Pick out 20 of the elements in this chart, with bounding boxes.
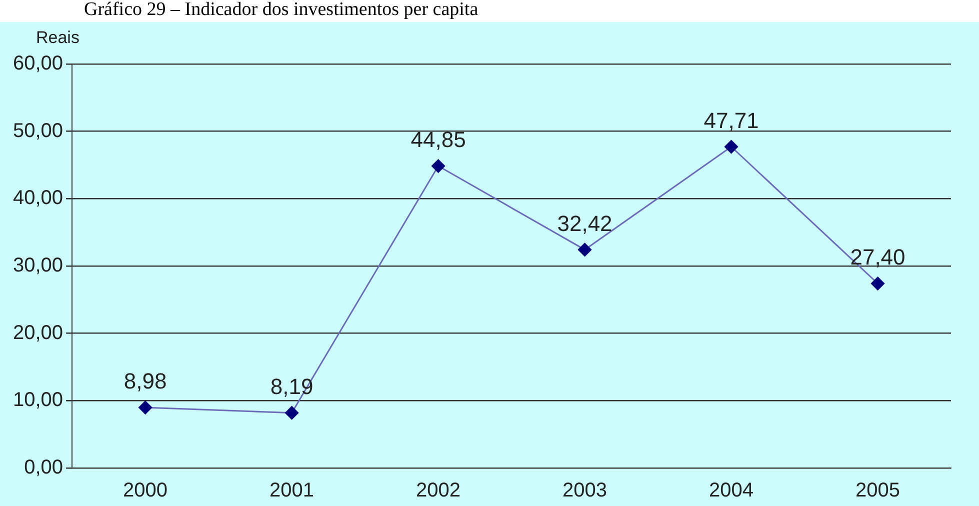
x-tick-label: 2005 <box>856 480 900 502</box>
data-label: 8,98 <box>124 368 167 394</box>
y-tick-label: 40,00 <box>12 187 64 210</box>
x-tick-label: 2002 <box>416 480 461 502</box>
y-axis-title: Reais <box>36 28 80 48</box>
y-tick-label: 0,00 <box>24 456 64 479</box>
x-tick-label: 2000 <box>123 480 168 502</box>
x-tick-label: 2003 <box>562 480 608 502</box>
y-tick-label: 20,00 <box>12 322 64 344</box>
chart-title: Gráfico 29 – Indicador dos investimentos per capita <box>83 0 480 22</box>
x-tick-label: 2004 <box>709 480 754 502</box>
y-tick-label: 30,00 <box>12 254 64 277</box>
x-tick-label: 2001 <box>270 480 314 502</box>
data-label: 44,85 <box>410 127 466 152</box>
y-tick-label: 10,00 <box>12 389 64 412</box>
data-label: 32,42 <box>557 210 612 236</box>
data-label: 27,40 <box>850 244 906 270</box>
data-label: 47,71 <box>704 108 759 133</box>
y-tick-label: 60,00 <box>12 52 64 75</box>
y-tick-label: 50,00 <box>12 120 64 142</box>
